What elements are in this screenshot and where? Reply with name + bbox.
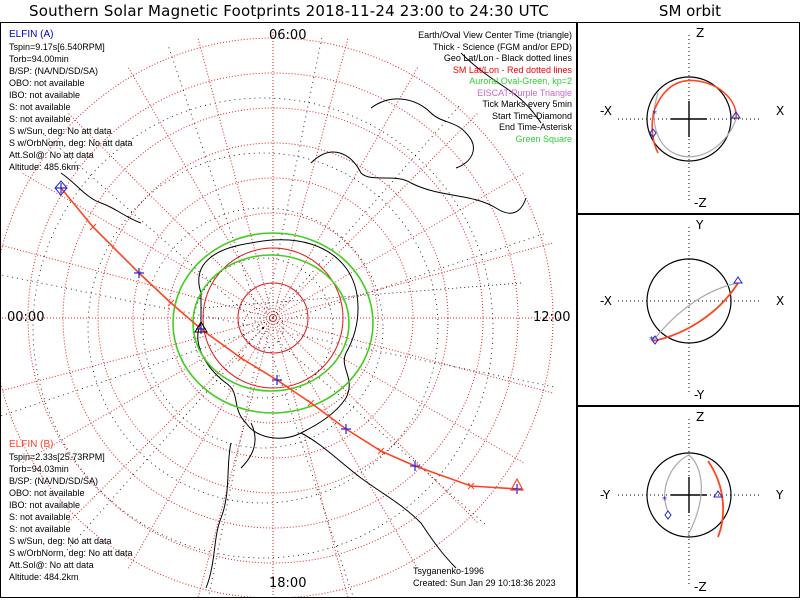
elfin-a-info-line: S w/OrbNorm, deg: No att data: [9, 138, 133, 148]
legend-item: Earth/Oval View Center Time (triangle): [418, 30, 572, 40]
geo-grid-black-dotted: [1, 33, 558, 597]
elfin-a-info-line: S: not available: [9, 102, 71, 112]
orbit-panel-title: SM orbit: [658, 2, 722, 20]
model-credit: Tsyganenko-1996: [413, 566, 485, 576]
axis-label-right: Y: [776, 488, 784, 502]
elfin-b-info-line: Altitude: 484.2km: [9, 572, 79, 582]
elfin-b-info-line: IBO: not available: [9, 500, 81, 510]
legend-item: Start Time-Diamond: [491, 110, 572, 121]
legend-item: EISCAT-Purple Triangle: [477, 87, 572, 98]
satellite-tracks: [54, 180, 525, 494]
antarctica-coastline: [60, 52, 542, 589]
orbit-panels: * Z -Z -X X * Y -Y -X X: [577, 22, 800, 598]
elfin-b-info-line: Torb=94.03min: [9, 464, 69, 474]
elfin-b-info-line: S: not available: [9, 512, 71, 522]
elfin-b-info-line: S w/Sun, deg: No att data: [9, 536, 112, 546]
hour-label-12: 12:00: [533, 310, 571, 325]
elfin-b-name: ELFIN (B): [9, 439, 54, 450]
elfin-b-info-line: OBO: not available: [9, 488, 85, 498]
axis-label-left: -X: [600, 104, 612, 118]
orbit-panel-xy: * Y -Y -X X: [577, 214, 800, 406]
legend-item: SM Lat/Lon - Red dotted lines: [452, 64, 572, 75]
axis-label-right: X: [776, 104, 785, 118]
footprint-map: 06:00 00:00 12:00 18:00 Earth/Oval View …: [0, 22, 577, 598]
axis-label-top: Z: [696, 26, 705, 40]
elfin-b-info-line: Att.Sol@: No att data: [9, 560, 94, 570]
elfin-a-info-line: Altitude: 485.6km: [9, 162, 79, 172]
svg-text:*: *: [662, 495, 667, 506]
hour-label-18: 18:00: [269, 576, 307, 591]
polar-map-canvas: [1, 28, 563, 597]
legend-item: Geo Lat/Lon - Black dotted lines: [443, 53, 572, 63]
svg-text:*: *: [652, 109, 657, 120]
elfin-a-info-line: OBO: not available: [9, 78, 85, 88]
svg-text:*: *: [649, 335, 654, 346]
orbit-panel-yz: * Z -Z -Y Y: [577, 406, 800, 598]
elfin-a-info-line: IBO: not available: [9, 90, 81, 100]
axis-label-bottom: -Z: [694, 196, 707, 210]
legend-item: Tick Marks every 5min: [482, 99, 572, 109]
elfin-b-info-line: S w/OrbNorm, deg: No att data: [9, 548, 133, 558]
legend-item: Auroral Oval-Green, kp=2: [469, 76, 572, 86]
legend-item: Green Square: [515, 133, 572, 144]
page-title: Southern Solar Magnetic Footprints 2018-…: [29, 2, 549, 20]
elfin-a-info-line: S: not available: [9, 114, 71, 124]
legend-item: End Time-Asterisk: [498, 122, 572, 132]
elfin-a-name: ELFIN (A): [9, 29, 54, 40]
axis-label-bottom: -Y: [694, 388, 705, 402]
orbit-plot-yz: *: [618, 419, 760, 587]
axis-label-left: -Y: [600, 488, 611, 502]
elfin-a-info-line: B/SP: (NA/ND/SD/SA): [9, 66, 99, 76]
hour-label-06: 06:00: [269, 28, 307, 43]
hour-label-00: 00:00: [7, 310, 45, 325]
axis-label-right: X: [776, 294, 785, 308]
axis-label-left: -X: [600, 294, 612, 308]
created-timestamp: Created: Sun Jan 29 10:18:36 2023: [413, 578, 556, 588]
elfin-b-info-line: B/SP: (NA/ND/SD/SA): [9, 476, 99, 486]
elfin-a-info-line: Att.Sol@: No att data: [9, 150, 94, 160]
orbit-plot-xz: *: [618, 35, 760, 203]
elfin-a-info-line: Torb=94.00min: [9, 54, 69, 64]
axis-label-top: Z: [696, 410, 705, 424]
elfin-a-info-line: Tspin=9.17s[6.540RPM]: [9, 42, 105, 52]
elfin-a-info-line: S w/Sun, deg: No att data: [9, 126, 112, 136]
elfin-b-info-line: Tspin=2.33s[25.73RPM]: [9, 452, 105, 462]
orbit-panel-xz: * Z -Z -X X: [577, 22, 800, 214]
elfin-b-info-line: S: not available: [9, 524, 71, 534]
legend-item: Thick - Science (FGM and/or EPD): [432, 41, 572, 52]
sm-grid-red-dotted: [1, 28, 563, 597]
axis-label-bottom: -Z: [694, 580, 707, 594]
orbit-plot-xy: *: [618, 227, 760, 395]
axis-label-top: Y: [696, 218, 704, 232]
